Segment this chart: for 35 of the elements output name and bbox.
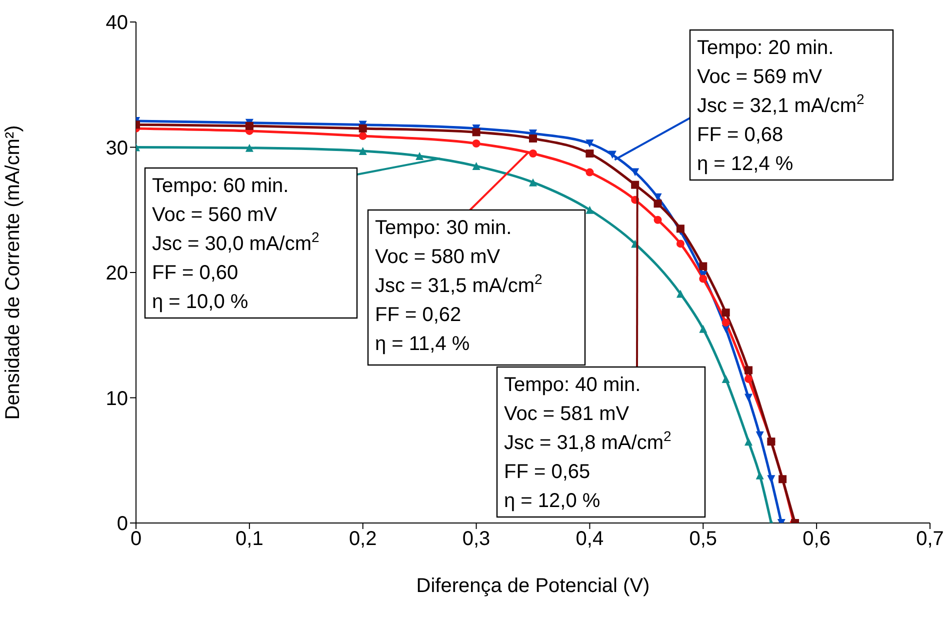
x-tick-label: 0,2 [348,528,377,550]
x-tick-label: 0,6 [802,528,830,550]
y-tick-label: 40 [106,12,128,34]
annotation: Voc = 580 mV [375,246,501,268]
annotation: η = 11,4 % [375,333,470,355]
annotation: Jsc = 30,0 mA/cm$^{2}$ [152,229,320,255]
annotation: η = 12,4 % [697,153,794,175]
annotation: η = 10,0 % [152,291,248,313]
annotation: FF = 0,68 [697,124,784,146]
y-tick-label: 0 [116,513,128,536]
x-tick-label: 0,5 [689,528,718,550]
annotation: FF = 0,62 [375,304,462,326]
annotation: η = 12,0 % [504,490,600,512]
x-tick-label: 0,3 [462,528,490,550]
annotation: Jsc = 31,8 mA/cm$^{2}$ [504,428,672,454]
annotation: Voc = 569 mV [697,66,823,88]
annotation: FF = 0,65 [504,461,590,483]
x-tick-label: 0 [130,528,142,550]
x-tick-label: 0,1 [236,528,264,550]
annotation: Voc = 560 mV [152,204,278,226]
annotation: Voc = 581 mV [504,403,630,425]
annotation: Jsc = 31,5 mA/cm$^{2}$ [375,271,542,297]
annotation: Tempo: 20 min. [697,37,834,59]
y-tick-label: 30 [106,137,128,160]
annotation: Tempo: 60 min. [152,175,289,197]
y-axis-title: Densidade de Corrente (mA/cm²) [2,125,24,420]
x-tick-label: 0,4 [576,528,604,550]
y-tick-label: 20 [106,262,128,285]
y-tick-label: 10 [106,388,128,410]
annotation: Tempo: 40 min. [504,374,641,396]
x-tick-label: 0,7 [916,528,944,550]
annotation: Tempo: 30 min. [375,217,512,239]
x-axis-title: Diferença de Potencial (V) [416,575,650,597]
annotation: FF = 0,60 [152,262,238,284]
annotation: Jsc = 32,1 mA/cm$^{2}$ [697,91,864,117]
